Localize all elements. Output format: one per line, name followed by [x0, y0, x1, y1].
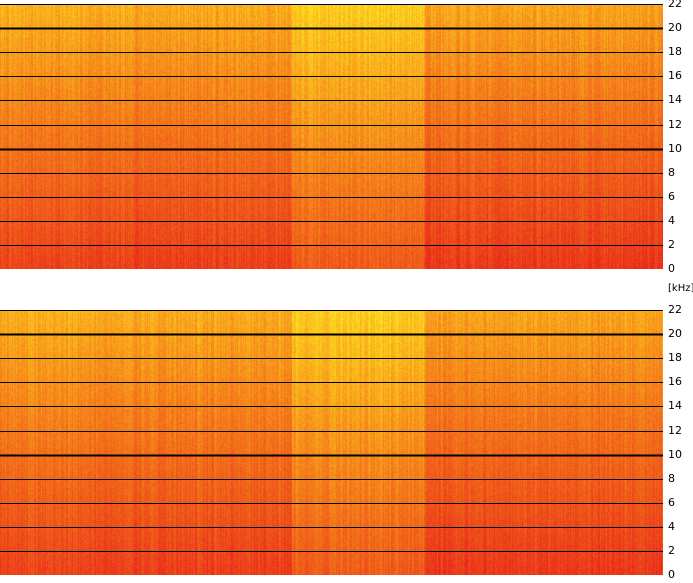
frequency-axis: [kHz] 22 20 18 16 14 12 10 8 6 4 2 0 22 20 18 16 14 12 10 8…: [663, 0, 693, 583]
tick-label-top-20: 20: [668, 21, 682, 34]
tick-label-bottom-16: 16: [668, 375, 682, 388]
tick-label-bottom-0: 0: [668, 568, 675, 581]
tick-label-top-22: 22: [668, 0, 682, 10]
spectrogram-bottom: [0, 310, 663, 575]
tick-label-top-12: 12: [668, 118, 682, 131]
tick-label-bottom-6: 6: [668, 496, 675, 509]
tick-label-top-6: 6: [668, 190, 675, 203]
spectrogram-top-gridlines: [0, 4, 663, 246]
tick-label-bottom-10: 10: [668, 448, 682, 461]
tick-label-bottom-12: 12: [668, 424, 682, 437]
spectrogram-bottom-gridlines: [0, 310, 663, 552]
tick-label-bottom-20: 20: [668, 327, 682, 340]
spectrogram-bottom-heatmap: [0, 310, 663, 575]
spectrogram-top-heatmap: [0, 4, 663, 269]
tick-label-top-8: 8: [668, 166, 675, 179]
tick-label-bottom-8: 8: [668, 472, 675, 485]
frequency-unit-label: [kHz]: [668, 283, 693, 294]
tick-label-bottom-14: 14: [668, 399, 682, 412]
tick-label-bottom-18: 18: [668, 351, 682, 364]
spectrogram-top: [0, 4, 663, 269]
tick-label-top-10: 10: [668, 142, 682, 155]
tick-label-top-2: 2: [668, 238, 675, 251]
tick-label-top-0: 0: [668, 262, 675, 275]
tick-label-bottom-4: 4: [668, 520, 675, 533]
tick-label-top-18: 18: [668, 45, 682, 58]
tick-label-bottom-2: 2: [668, 544, 675, 557]
tick-label-top-14: 14: [668, 93, 682, 106]
tick-label-top-16: 16: [668, 69, 682, 82]
tick-label-bottom-22: 22: [668, 303, 682, 316]
tick-label-top-4: 4: [668, 214, 675, 227]
